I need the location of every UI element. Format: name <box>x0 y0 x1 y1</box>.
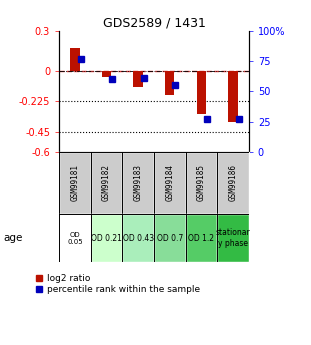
Bar <box>197 71 206 114</box>
Text: OD
0.05: OD 0.05 <box>67 231 83 245</box>
Text: OD 0.43: OD 0.43 <box>123 234 154 243</box>
Bar <box>165 71 174 96</box>
Bar <box>154 214 186 262</box>
Bar <box>59 152 91 214</box>
Title: GDS2589 / 1431: GDS2589 / 1431 <box>103 17 205 30</box>
Text: GSM99184: GSM99184 <box>165 164 174 201</box>
Bar <box>70 48 80 71</box>
Bar <box>133 71 143 87</box>
Bar <box>217 152 249 214</box>
Bar <box>91 152 122 214</box>
Bar <box>228 71 238 122</box>
Bar <box>122 152 154 214</box>
Bar <box>154 152 186 214</box>
Text: OD 1.2: OD 1.2 <box>188 234 214 243</box>
Text: GSM99181: GSM99181 <box>70 164 79 201</box>
Bar <box>102 71 111 77</box>
Text: age: age <box>3 233 22 243</box>
Bar <box>122 214 154 262</box>
Legend: log2 ratio, percentile rank within the sample: log2 ratio, percentile rank within the s… <box>32 270 204 298</box>
Bar <box>59 214 91 262</box>
Text: GSM99183: GSM99183 <box>134 164 143 201</box>
Bar <box>186 214 217 262</box>
Text: OD 0.21: OD 0.21 <box>91 234 122 243</box>
Text: stationar
y phase: stationar y phase <box>216 228 250 248</box>
Bar <box>186 152 217 214</box>
Bar <box>91 214 122 262</box>
Text: GSM99186: GSM99186 <box>229 164 238 201</box>
Text: OD 0.7: OD 0.7 <box>157 234 183 243</box>
Text: GSM99185: GSM99185 <box>197 164 206 201</box>
Bar <box>217 214 249 262</box>
Text: GSM99182: GSM99182 <box>102 164 111 201</box>
